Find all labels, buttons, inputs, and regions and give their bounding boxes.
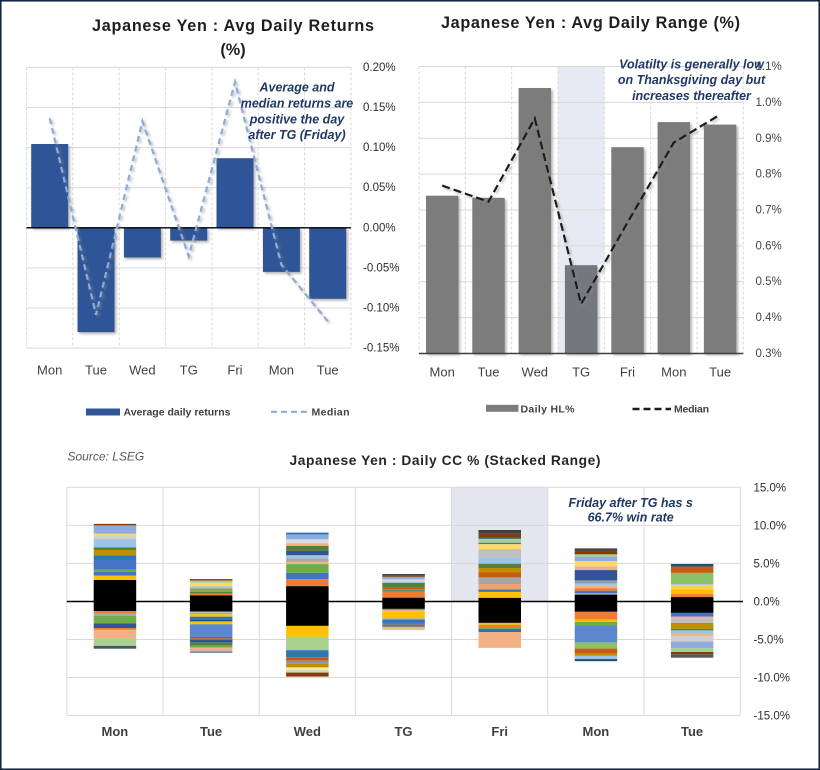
svg-text:positive the day: positive the day	[249, 112, 346, 126]
svg-text:1.0%: 1.0%	[756, 97, 782, 109]
svg-text:Mon: Mon	[583, 724, 610, 739]
svg-text:-15.0%: -15.0%	[754, 711, 790, 723]
svg-text:-0.15%: -0.15%	[363, 343, 399, 355]
svg-text:TG: TG	[394, 724, 412, 739]
svg-text:-10.0%: -10.0%	[754, 673, 790, 685]
svg-text:on Thanksgiving day but: on Thanksgiving day but	[618, 73, 766, 87]
svg-text:Average daily returns: Average daily returns	[124, 407, 231, 419]
svg-text:0.8%: 0.8%	[756, 169, 782, 181]
svg-text:Japanese Yen : Daily CC % (Sta: Japanese Yen : Daily CC % (Stacked Range…	[290, 453, 601, 468]
svg-text:Mon: Mon	[430, 365, 455, 380]
svg-text:Tue: Tue	[478, 365, 500, 380]
svg-text:Tue: Tue	[85, 363, 107, 378]
svg-text:Mon: Mon	[102, 724, 129, 739]
svg-text:0.00%: 0.00%	[363, 222, 396, 234]
svg-text:0.5%: 0.5%	[756, 276, 782, 288]
svg-text:Daily HL%: Daily HL%	[521, 404, 576, 416]
svg-text:5.0%: 5.0%	[754, 558, 780, 570]
svg-text:after TG (Friday): after TG (Friday)	[248, 128, 345, 142]
svg-text:Source: LSEG: Source: LSEG	[68, 450, 145, 464]
svg-text:Mon: Mon	[269, 363, 294, 378]
svg-text:Wed: Wed	[129, 363, 156, 378]
svg-text:0.3%: 0.3%	[756, 348, 782, 360]
svg-text:median returns are: median returns are	[241, 96, 354, 110]
svg-text:increases thereafter: increases thereafter	[632, 89, 752, 103]
svg-text:Tue: Tue	[681, 724, 703, 739]
svg-text:0.15%: 0.15%	[363, 102, 396, 114]
svg-text:Median: Median	[674, 404, 709, 416]
svg-text:Japanese Yen : Avg Daily Range: Japanese Yen : Avg Daily Range (%)	[441, 14, 740, 32]
svg-text:Mon: Mon	[661, 365, 686, 380]
svg-text:Fri: Fri	[620, 365, 635, 380]
svg-text:-5.0%: -5.0%	[754, 635, 784, 647]
svg-text:Volatilty is generally low: Volatilty is generally low	[619, 58, 765, 72]
svg-text:0.4%: 0.4%	[756, 312, 782, 324]
svg-text:Japanese Yen : Avg Daily Retur: Japanese Yen : Avg Daily Returns	[92, 17, 374, 35]
svg-text:(%): (%)	[220, 41, 245, 59]
svg-text:Friday after TG has s: Friday after TG has s	[569, 496, 693, 510]
svg-text:Tue: Tue	[709, 365, 731, 380]
svg-text:Tue: Tue	[200, 724, 222, 739]
svg-text:-0.10%: -0.10%	[363, 303, 399, 315]
svg-text:0.9%: 0.9%	[756, 133, 782, 145]
svg-text:66.7% win rate: 66.7% win rate	[588, 511, 674, 525]
svg-text:Fri: Fri	[227, 363, 242, 378]
svg-text:Mon: Mon	[37, 363, 62, 378]
svg-text:0.10%: 0.10%	[363, 142, 396, 154]
svg-text:TG: TG	[572, 365, 590, 380]
svg-text:Tue: Tue	[317, 363, 339, 378]
svg-text:0.20%: 0.20%	[363, 62, 396, 74]
svg-text:Median: Median	[312, 407, 350, 419]
svg-text:1.1%: 1.1%	[756, 61, 782, 73]
svg-text:Wed: Wed	[522, 365, 549, 380]
svg-text:10.0%: 10.0%	[754, 520, 787, 532]
svg-text:0.0%: 0.0%	[754, 597, 780, 609]
svg-text:0.05%: 0.05%	[363, 182, 396, 194]
svg-text:Average and: Average and	[258, 81, 334, 95]
svg-text:Wed: Wed	[294, 724, 321, 739]
svg-text:15.0%: 15.0%	[754, 482, 787, 494]
svg-text:-0.05%: -0.05%	[363, 262, 399, 274]
svg-text:0.7%: 0.7%	[756, 205, 782, 217]
svg-text:0.6%: 0.6%	[756, 240, 782, 252]
svg-text:TG: TG	[180, 363, 198, 378]
svg-text:Fri: Fri	[491, 724, 508, 739]
